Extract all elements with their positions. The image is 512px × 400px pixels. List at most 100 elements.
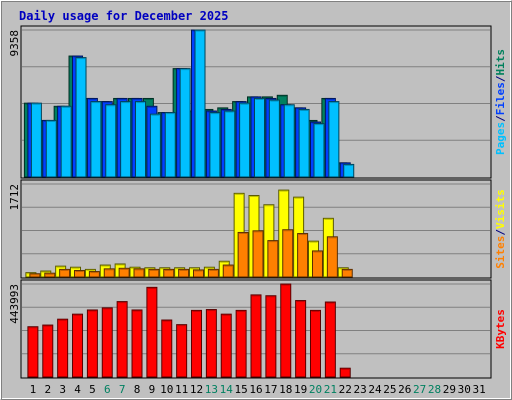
bar-visits-sites-11 <box>178 268 190 278</box>
bar-hits-pages-16 <box>254 97 265 178</box>
legend-item-visits-1: Sites <box>494 236 507 269</box>
x-tick-label-1: 1 <box>30 383 37 396</box>
x-tick-label-29: 29 <box>443 383 456 396</box>
bar-visits-sites-20 <box>311 250 323 278</box>
bar-hits-pages-2 <box>45 119 57 178</box>
x-tick-label-23: 23 <box>353 383 366 396</box>
bar-hits-pages-11 <box>179 68 191 178</box>
x-tick-label-7: 7 <box>119 383 126 396</box>
bar-hits-pages-6 <box>105 104 117 178</box>
bar-hits-pages-13 <box>209 112 221 178</box>
bar-hits-pages-15 <box>239 102 251 178</box>
bar-kbytes-kbytes-5 <box>86 309 98 378</box>
bar-kbytes-kbytes-2 <box>42 324 54 378</box>
x-tick-label-14: 14 <box>220 383 234 396</box>
chart-panels: 9358Pages/Files/Hits1712Sites/Visits4439… <box>8 25 507 379</box>
x-tick-label-26: 26 <box>398 383 411 396</box>
bar-visits-sites-1 <box>29 273 41 278</box>
x-tick-label-19: 19 <box>294 383 307 396</box>
x-tick-label-3: 3 <box>59 383 66 396</box>
bar-visits-sites-18 <box>282 229 294 278</box>
bar-kbytes-kbytes-8 <box>131 309 143 378</box>
bar-hits-pages-3 <box>60 105 72 178</box>
bar-kbytes-kbytes-4 <box>72 313 84 378</box>
x-tick-label-25: 25 <box>383 383 396 396</box>
legend-item-hits-4: / <box>494 75 507 82</box>
bar-visits-sites-5 <box>88 271 100 278</box>
x-tick-label-12: 12 <box>190 383 203 396</box>
bar-kbytes-kbytes-19 <box>295 300 307 378</box>
x-tick-label-21: 21 <box>324 383 337 396</box>
legend-hits: Pages/Files/Hits <box>494 49 507 155</box>
y-max-label-visits: 1712 <box>8 184 21 211</box>
bar-visits-sites-21 <box>326 236 338 278</box>
bar-kbytes-kbytes-20 <box>309 309 321 378</box>
bar-visits-sites-14 <box>222 264 234 278</box>
y-max-label-hits: 9358 <box>8 30 21 57</box>
bar-kbytes-kbytes-21 <box>324 301 336 378</box>
bar-hits-pages-12 <box>194 29 206 178</box>
chart-title: Daily usage for December 2025 <box>19 9 229 23</box>
bar-hits-pages-1 <box>30 102 42 178</box>
bar-hits-pages-14 <box>224 110 236 178</box>
legend-item-visits-2: / <box>494 229 507 236</box>
bar-hits-pages-10 <box>164 112 176 178</box>
bar-hits-pages-7 <box>120 101 132 178</box>
y-max-label-kbytes: 443993 <box>8 284 21 324</box>
bar-visits-sites-13 <box>207 268 219 278</box>
x-tick-label-8: 8 <box>134 383 141 396</box>
x-tick-label-20: 20 <box>309 383 322 396</box>
bar-visits-sites-3 <box>59 268 71 278</box>
x-tick-label-4: 4 <box>74 383 81 396</box>
x-tick-label-30: 30 <box>458 383 471 396</box>
legend-kbytes: KBytes <box>494 309 507 349</box>
x-tick-label-15: 15 <box>235 383 248 396</box>
bar-hits-pages-18 <box>283 104 295 178</box>
bar-kbytes-kbytes-13 <box>205 309 217 378</box>
x-tick-label-28: 28 <box>428 383 441 396</box>
bar-visits-sites-4 <box>74 269 86 278</box>
bar-kbytes-kbytes-16 <box>250 294 262 378</box>
bar-kbytes-kbytes-3 <box>57 318 69 378</box>
bar-hits-pages-20 <box>313 123 325 178</box>
legend-item-hits-3: Files <box>494 82 507 115</box>
bar-visits-sites-7 <box>118 267 130 278</box>
bar-hits-pages-8 <box>135 101 147 178</box>
bar-kbytes-kbytes-22 <box>339 367 351 378</box>
bar-kbytes-kbytes-17 <box>265 295 277 378</box>
bar-hits-pages-17 <box>268 99 280 178</box>
bar-visits-sites-8 <box>133 268 145 278</box>
bar-visits-sites-9 <box>148 268 160 278</box>
bar-kbytes-kbytes-14 <box>220 313 232 378</box>
bar-kbytes-kbytes-7 <box>116 301 128 378</box>
bar-visits-sites-10 <box>163 268 175 278</box>
bar-visits-sites-16 <box>252 230 264 278</box>
bar-kbytes-kbytes-6 <box>101 307 113 378</box>
bar-hits-pages-19 <box>298 108 310 178</box>
x-tick-label-11: 11 <box>175 383 188 396</box>
legend-item-kbytes-1: KBytes <box>494 309 507 349</box>
bar-visits-sites-17 <box>267 240 279 278</box>
legend-item-hits-1: Pages <box>494 122 507 155</box>
bar-kbytes-kbytes-12 <box>191 309 203 378</box>
x-tick-label-22: 22 <box>339 383 352 396</box>
bar-kbytes-kbytes-15 <box>235 309 247 378</box>
bar-kbytes-kbytes-11 <box>176 324 188 378</box>
bar-hits-pages-9 <box>149 113 161 178</box>
legend-item-hits-2: / <box>494 115 507 122</box>
legend-visits: Sites/Visits <box>494 189 507 269</box>
x-tick-label-9: 9 <box>149 383 156 396</box>
bar-visits-sites-15 <box>237 231 249 278</box>
legend-item-hits-5: Hits <box>494 49 507 76</box>
x-tick-label-10: 10 <box>160 383 173 396</box>
bar-kbytes-kbytes-9 <box>146 286 158 378</box>
panel-kbytes: 443993 KBytes <box>8 279 507 379</box>
x-tick-label-13: 13 <box>205 383 218 396</box>
bar-hits-pages-22 <box>343 163 355 178</box>
x-tick-label-27: 27 <box>413 383 426 396</box>
bar-kbytes-kbytes-18 <box>280 283 292 378</box>
bar-visits-sites-22 <box>341 268 353 278</box>
